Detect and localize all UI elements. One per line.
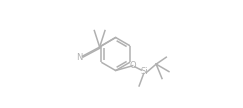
Text: O: O (129, 61, 136, 70)
Text: N: N (76, 53, 83, 62)
Text: Si: Si (141, 67, 148, 76)
